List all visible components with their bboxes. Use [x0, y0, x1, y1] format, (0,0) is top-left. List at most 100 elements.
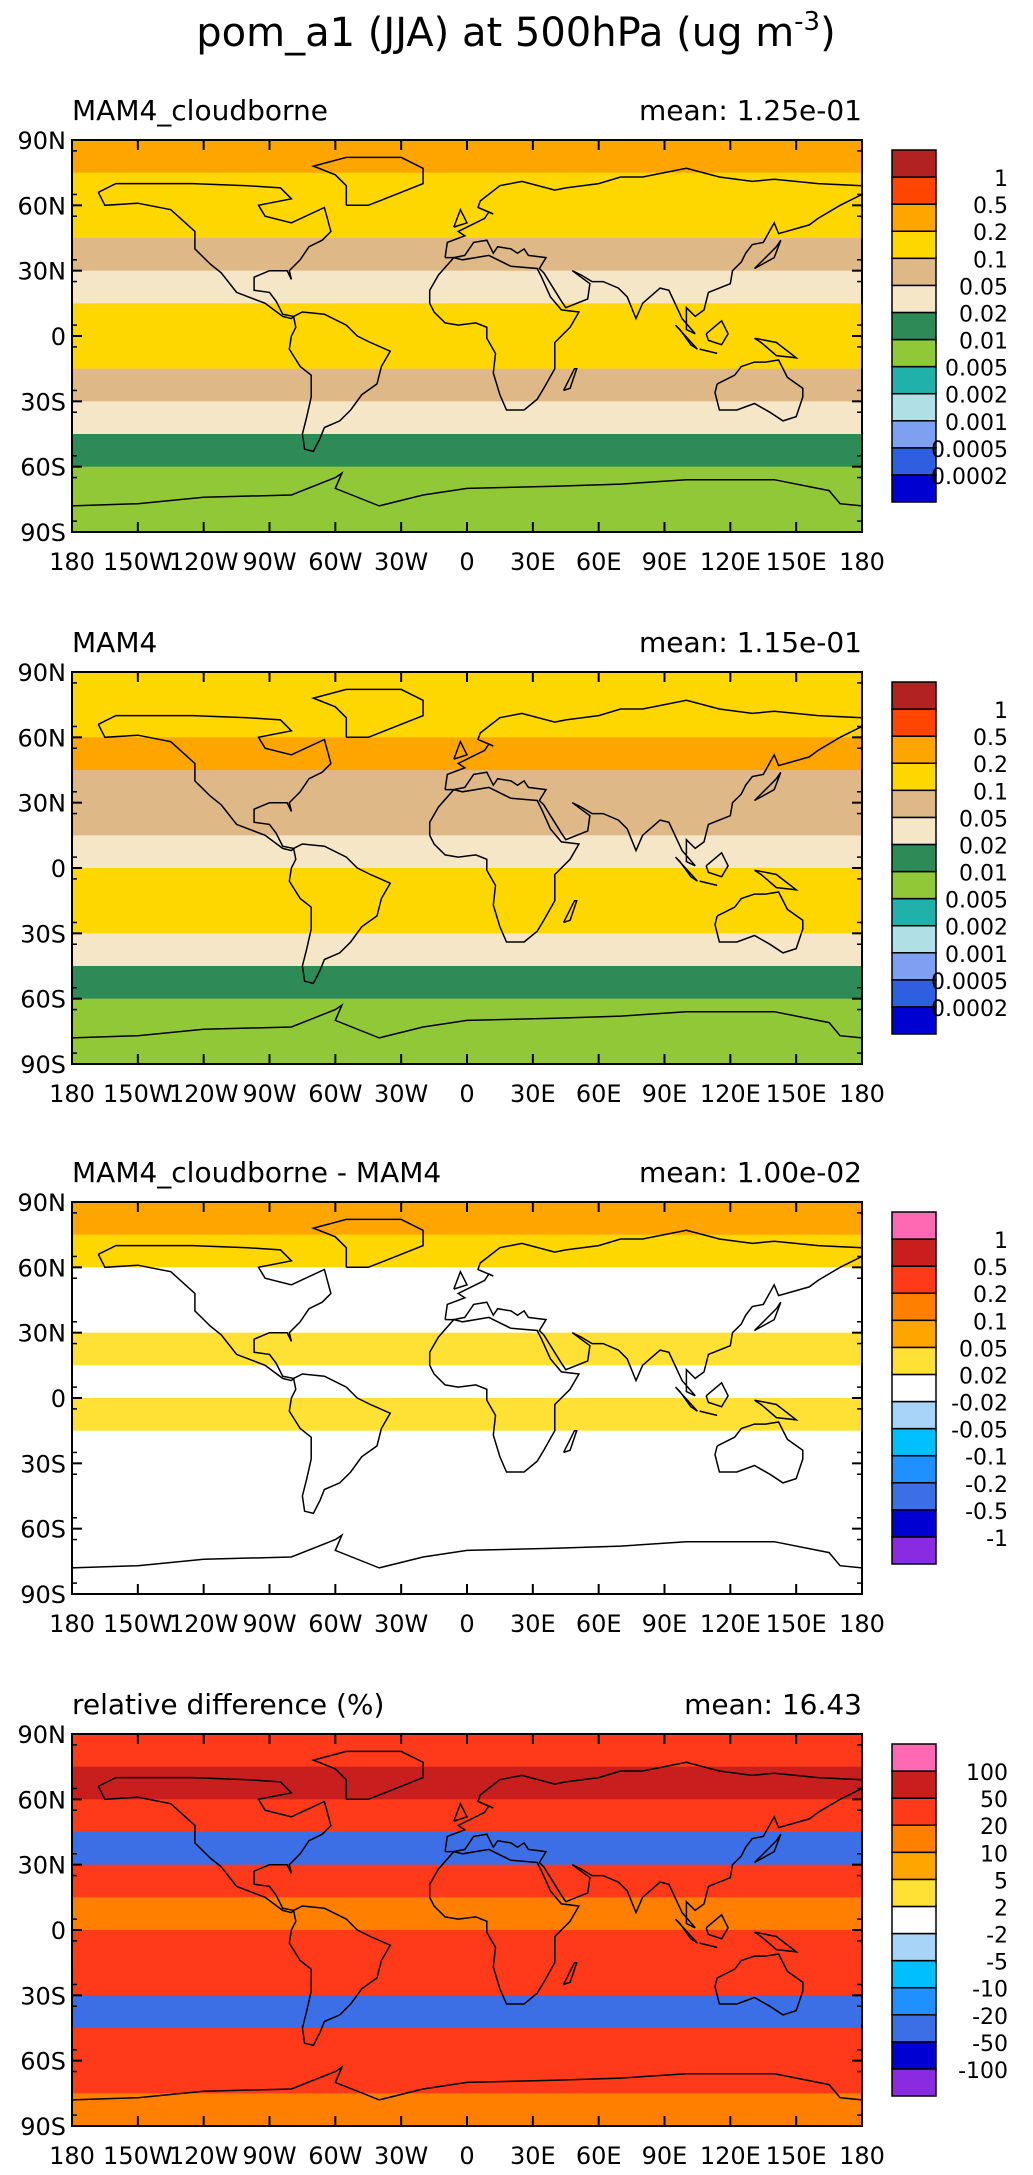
colorbar-swatch — [891, 149, 937, 178]
colorbar-swatch — [891, 1319, 937, 1349]
colorbar-label: 0.002 — [945, 384, 1008, 409]
colorbar-label: 0.01 — [959, 862, 1008, 887]
field-band — [72, 2060, 862, 2094]
field-band — [72, 704, 862, 738]
lat-tick-label: 60N — [18, 1254, 67, 1282]
colorbar-label: 0.1 — [973, 780, 1008, 805]
coastline — [444, 167, 863, 335]
colorbar-swatch — [891, 311, 937, 341]
field-band — [72, 434, 862, 468]
colorbar-swatch — [891, 1878, 937, 1908]
coastline — [705, 1913, 729, 1940]
lon-tick-label: 30W — [374, 1080, 428, 1108]
lon-tick-label: 90E — [642, 1080, 688, 1108]
figure-title: pom_a1 (JJA) at 500hPa (ug m-3) — [196, 7, 835, 56]
colorbar-swatch — [891, 338, 937, 368]
lon-tick-label: 90W — [242, 2142, 296, 2170]
coastline — [674, 324, 698, 350]
panel-3: MAM4_cloudborne - MAM4 mean: 1.00e-02 90N 6… — [18, 1156, 1009, 1638]
colorbar-swatch — [891, 1986, 937, 2016]
lat-tick-label: 60S — [20, 454, 66, 482]
lon-tick-label: 0 — [459, 1080, 474, 1108]
field-band — [72, 1496, 862, 1530]
lat-tick-label: 0 — [51, 1917, 66, 1945]
colorbar-swatch — [891, 176, 937, 205]
colorbar-label: 0.5 — [973, 194, 1008, 219]
colorbar-label: 0.5 — [973, 1256, 1008, 1281]
colorbar-swatch — [891, 952, 937, 981]
lon-tick-label: 60E — [576, 548, 622, 576]
coastline — [453, 739, 469, 760]
colorbar-label: 0.0005 — [931, 970, 1008, 995]
lat-tick-label: 0 — [51, 323, 66, 351]
lon-tick-label: 60W — [308, 548, 362, 576]
colorbar-label: -10 — [972, 1978, 1008, 2003]
field-band — [72, 270, 862, 304]
colorbar-swatch — [891, 1851, 937, 1881]
coastline — [428, 1316, 581, 1473]
colorbar-label: 0.2 — [973, 221, 1008, 246]
lat-tick-label: 90S — [20, 2113, 66, 2141]
lat-tick-label: 90N — [18, 659, 67, 687]
colorbar-swatch — [891, 979, 937, 1008]
colorbar-swatch — [891, 420, 937, 449]
coastline — [71, 2065, 863, 2101]
colorbar-label: 5 — [994, 1869, 1008, 1894]
lon-tick-label: 180 — [49, 1610, 95, 1638]
coastline — [288, 311, 392, 453]
coastline — [311, 156, 424, 207]
field-band — [72, 933, 862, 967]
coastline — [714, 1421, 804, 1484]
lon-tick-label: 150E — [766, 548, 827, 576]
lon-tick-label: 180 — [49, 1080, 95, 1108]
colorbar-label: 1 — [994, 1229, 1008, 1254]
coastline — [753, 239, 782, 270]
field-band — [72, 868, 862, 902]
lat-tick-label: 30S — [20, 1450, 66, 1478]
colorbar-label: 0.2 — [973, 1283, 1008, 1308]
colorbar-label: -0.5 — [965, 1500, 1008, 1525]
colorbar-swatch — [891, 1536, 937, 1565]
lat-tick-label: 90S — [20, 1051, 66, 1079]
colorbar-swatch — [891, 2068, 937, 2097]
lon-tick-label: 60E — [576, 1610, 622, 1638]
field-band — [72, 303, 862, 337]
lat-tick-label: 60N — [18, 724, 67, 752]
colorbar-swatch — [891, 1211, 937, 1240]
lon-tick-label: 30E — [510, 548, 556, 576]
colorbar-label: -100 — [958, 2059, 1008, 2084]
lat-tick-label: 30N — [18, 790, 67, 818]
colorbar-label: 0.1 — [973, 1310, 1008, 1335]
coastline — [714, 359, 804, 422]
coastline — [699, 1942, 718, 1949]
lat-tick-label: 30S — [20, 388, 66, 416]
lon-tick-label: 60W — [308, 2142, 362, 2170]
colorbar-swatch — [891, 203, 937, 232]
lon-tick-label: 180 — [49, 2142, 95, 2170]
colorbar-label: 10 — [980, 1842, 1008, 1867]
coastline — [674, 856, 698, 882]
coastline — [562, 1429, 578, 1454]
colorbar-swatch — [891, 897, 937, 927]
colorbar-label: 0.002 — [945, 916, 1008, 941]
lon-tick-label: 90E — [642, 2142, 688, 2170]
lon-tick-label: 150W — [103, 1080, 173, 1108]
coastline — [428, 786, 581, 943]
colorbar-label: 0.0002 — [931, 465, 1008, 490]
lat-tick-label: 0 — [51, 855, 66, 883]
colorbar-label: 0.001 — [945, 943, 1008, 968]
coastline — [71, 471, 863, 507]
lon-tick-label: 120E — [700, 2142, 761, 2170]
colorbar-label: -2 — [986, 1924, 1008, 1949]
coastline — [714, 891, 804, 954]
colorbar-swatch — [891, 816, 937, 846]
colorbar-label: 2 — [994, 1896, 1008, 1921]
lat-tick-label: 60N — [18, 192, 67, 220]
lon-tick-label: 30E — [510, 2142, 556, 2170]
colorbar-swatch — [891, 257, 937, 287]
lon-tick-label: 30W — [374, 2142, 428, 2170]
colorbar-swatch — [891, 2014, 937, 2043]
colorbar-label: 0.0002 — [931, 997, 1008, 1022]
panel-mean: mean: 16.43 — [684, 1688, 862, 1721]
